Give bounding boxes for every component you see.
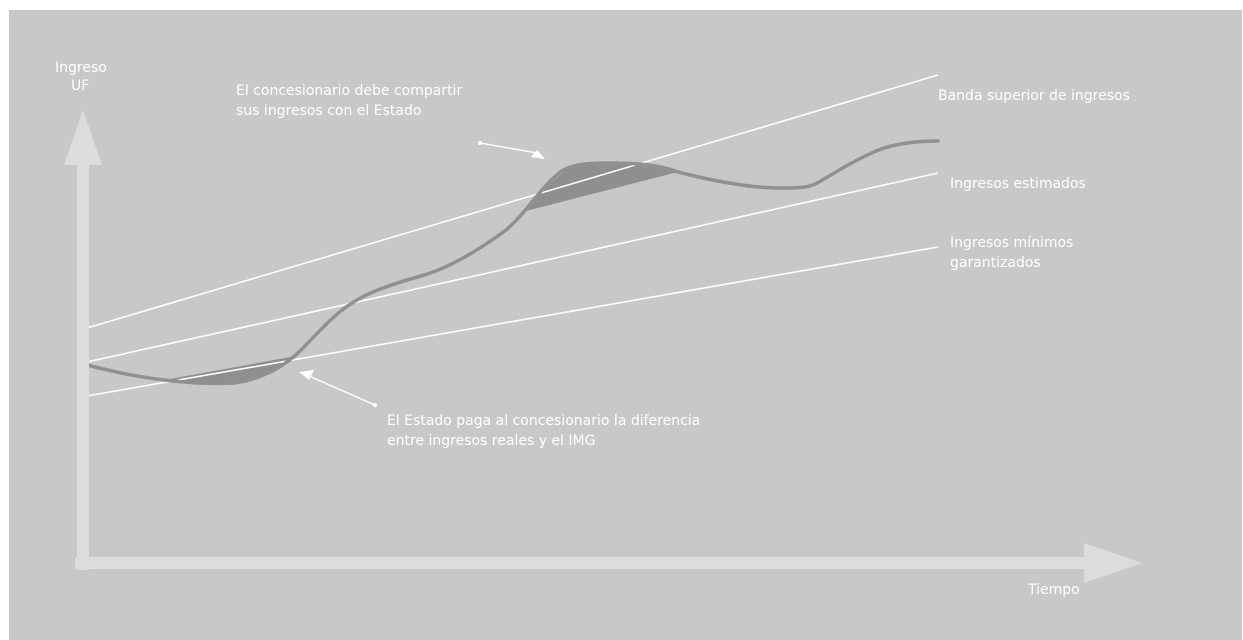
diagram-panel: Ingreso UF Tiempo Banda superior de ingr… bbox=[9, 10, 1242, 640]
revenue-sharing-shaded-area bbox=[526, 162, 678, 211]
share-annotation-line1: El concesionario debe compartir bbox=[236, 83, 462, 99]
diagram-background bbox=[9, 10, 1242, 640]
y-axis-label-line2: UF bbox=[71, 78, 89, 94]
minimum-guarantee-shaded-area bbox=[87, 356, 296, 384]
y-axis-arrowhead bbox=[64, 110, 102, 165]
y-axis-label-line1: Ingreso bbox=[55, 60, 107, 76]
pay-annotation-line2: entre ingresos reales y el IMG bbox=[387, 433, 595, 449]
x-axis-arrowhead bbox=[1084, 543, 1143, 583]
share-pointer-line bbox=[479, 142, 538, 154]
upper-band-label: Banda superior de ingresos bbox=[938, 88, 1130, 104]
actual-revenue-curve bbox=[85, 139, 940, 386]
share-pointer-arrowhead bbox=[531, 150, 545, 159]
share-annotation-line2: sus ingresos con el Estado bbox=[236, 103, 421, 119]
upper-band-line bbox=[86, 74, 939, 329]
x-axis-label: Tiempo bbox=[1027, 582, 1080, 598]
minimum-guaranteed-label-line2: garantizados bbox=[950, 255, 1041, 271]
x-axis-shaft bbox=[75, 557, 1105, 569]
estimated-revenue-line bbox=[86, 172, 939, 363]
estimated-revenue-label: Ingresos estimados bbox=[950, 176, 1086, 192]
pay-pointer-line bbox=[308, 375, 376, 406]
pay-pointer-arrowhead bbox=[299, 370, 314, 380]
pay-annotation-line1: El Estado paga al concesionario la difer… bbox=[387, 413, 700, 429]
revenue-band-diagram: Ingreso UF Tiempo Banda superior de ingr… bbox=[9, 10, 1242, 640]
y-axis-shaft bbox=[77, 160, 89, 570]
minimum-guaranteed-line bbox=[86, 246, 939, 397]
minimum-guaranteed-label-line1: Ingresos mínimos bbox=[950, 235, 1073, 251]
